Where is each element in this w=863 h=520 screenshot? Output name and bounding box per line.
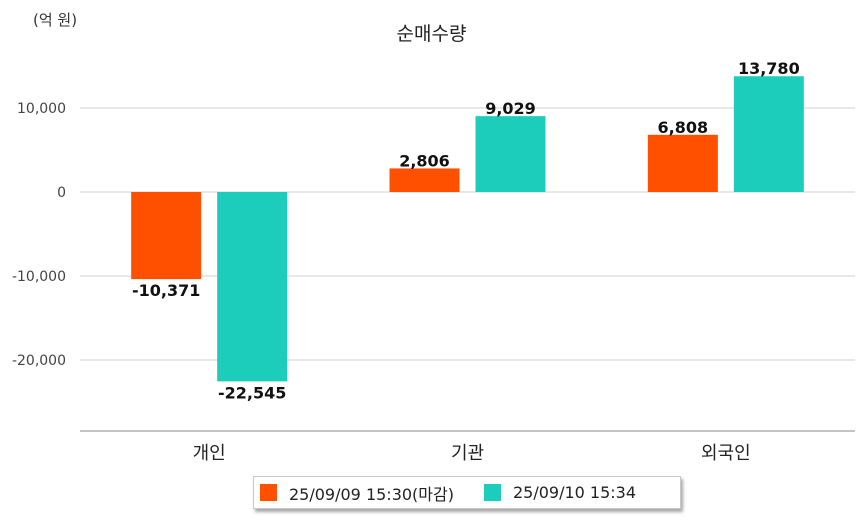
bar-series-2-1 — [475, 116, 546, 192]
bar-series-1-2 — [647, 134, 718, 192]
y-tick-label-2: -10,000 — [12, 269, 66, 285]
legend: 25/09/09 15:30(마감) 25/09/10 15:34 — [253, 476, 681, 509]
y-tick-label-0: 10,000 — [17, 101, 66, 117]
category-label-1: 기관 — [451, 443, 484, 464]
legend-label-series-2: 25/09/10 15:34 — [512, 483, 637, 502]
bar-series-1-1 — [389, 168, 460, 192]
bar-series-2-0 — [217, 192, 288, 382]
category-label-0: 개인 — [193, 443, 226, 464]
data-label-series-1-1: 2,806 — [399, 151, 450, 170]
legend-swatch-series-1 — [260, 484, 277, 501]
y-tick-label-3: -20,000 — [12, 353, 66, 369]
legend-label-series-1: 25/09/09 15:30(마감) — [289, 484, 454, 504]
data-label-series-2-0: -22,545 — [218, 383, 286, 402]
legend-item-series-2[interactable]: 25/09/10 15:34 — [483, 483, 637, 502]
legend-swatch-series-2 — [483, 484, 501, 501]
y-tick-label-1: 0 — [57, 185, 66, 201]
category-label-2: 외국인 — [701, 443, 751, 464]
bar-series-2-2 — [733, 76, 804, 192]
data-label-series-2-2: 13,780 — [738, 59, 800, 78]
data-label-series-1-0: -10,371 — [132, 281, 200, 300]
data-label-series-2-1: 9,029 — [485, 99, 536, 118]
chart-title: 순매수량 — [396, 23, 467, 45]
data-label-series-1-2: 6,808 — [658, 118, 709, 137]
legend-item-series-1[interactable]: 25/09/09 15:30(마감) — [260, 481, 454, 505]
bar-series-1-0 — [131, 192, 202, 280]
unit-label: (억 원) — [33, 11, 78, 29]
